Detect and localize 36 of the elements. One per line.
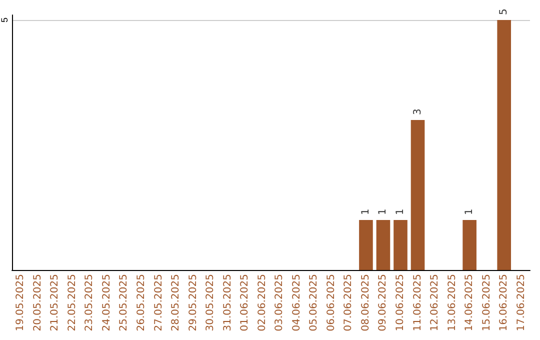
x-tick-label: 22.05.2025 [66,274,78,332]
data-label: 5 [498,8,510,15]
x-tick-label: 28.05.2025 [170,274,182,332]
data-label: 1 [395,208,406,215]
x-tick-label: 06.06.2025 [326,274,337,332]
x-tick-label: 08.06.2025 [360,274,372,332]
x-tick-label: 12.06.2025 [430,274,441,332]
x-tick-label: 26.05.2025 [136,274,147,332]
x-tick-label: 19.05.2025 [15,274,26,332]
x-tick-label: 24.05.2025 [101,274,112,332]
data-label: 1 [464,208,476,215]
x-tick-label: 04.06.2025 [291,274,302,332]
x-tick-label: 02.06.2025 [256,274,268,332]
data-label: 1 [360,208,372,215]
x-tick-label: 09.06.2025 [378,274,389,332]
x-tick-label: 05.06.2025 [308,274,320,332]
x-tick-label: 13.06.2025 [446,274,458,332]
x-tick-label: 21.05.2025 [50,274,61,332]
x-tick-label: 16.06.2025 [498,274,510,332]
x-tick-label: 17.06.2025 [516,274,527,332]
x-tick-label: 29.05.2025 [188,274,199,332]
x-tick-label: 07.06.2025 [343,274,354,332]
x-tick-label: 30.05.2025 [205,274,216,332]
x-tick-label: 11.06.2025 [412,274,424,332]
x-tick-label: 01.06.2025 [240,274,251,332]
x-tick-label: 27.05.2025 [153,274,164,332]
x-tick-label: 25.05.2025 [118,274,130,332]
x-tick-label: 15.06.2025 [481,274,492,332]
x-tick-label: 10.06.2025 [395,274,406,332]
x-tick-label: 03.06.2025 [274,274,286,332]
data-label: 3 [412,108,424,115]
x-tick-label: 20.05.2025 [32,274,44,332]
x-tick-label: 31.05.2025 [222,274,234,332]
x-tick-label: 14.06.2025 [464,274,476,332]
x-tick-label: 23.05.2025 [84,274,96,332]
data-label: 1 [378,208,389,215]
